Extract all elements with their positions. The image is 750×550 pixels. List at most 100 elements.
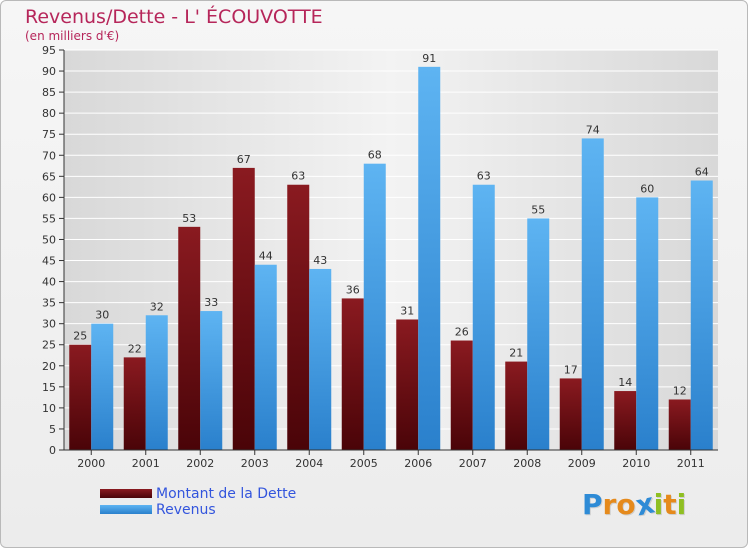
y-tick-label-40: 40 — [42, 276, 56, 289]
x-tick-label-2002: 2002 — [186, 457, 214, 470]
data-label-debt-2004: 63 — [291, 170, 305, 183]
data-label-revenus-2007: 63 — [477, 170, 491, 183]
data-label-debt-2002: 53 — [182, 212, 196, 225]
y-tick-label-25: 25 — [42, 339, 56, 352]
legend-swatch-debt — [100, 489, 152, 498]
y-tick-label-10: 10 — [42, 402, 56, 415]
x-tick-label-2005: 2005 — [350, 457, 378, 470]
data-label-debt-2010: 14 — [618, 376, 632, 389]
bar-debt-2003 — [232, 167, 255, 451]
data-label-revenus-2005: 68 — [368, 149, 382, 162]
x-tick-label-2001: 2001 — [132, 457, 160, 470]
y-tick-label-60: 60 — [42, 191, 56, 204]
data-label-revenus-2000: 30 — [95, 309, 109, 322]
y-axis-ticks: 0 5 10 15 20 25 30 35 40 45 50 55 60 65 70 75 80 85 90 95 — [42, 44, 64, 457]
data-label-debt-2005: 36 — [346, 283, 360, 296]
bar-debt-2004 — [287, 184, 310, 450]
bar-revenus-2011 — [690, 180, 713, 451]
bar-revenus-2005 — [363, 163, 386, 450]
legend-label-debt: Montant de la Dette — [156, 486, 297, 502]
plot-area — [64, 50, 718, 450]
x-tick-label-2008: 2008 — [513, 457, 541, 470]
plot-background — [64, 50, 718, 450]
logo-letter: i — [676, 488, 687, 521]
bar-revenus-2001 — [145, 315, 168, 450]
data-label-revenus-2001: 32 — [150, 300, 164, 313]
x-axis-ticks: 2000 2001 2002 2003 2004 2005 2006 2007 2008 2009… — [77, 450, 705, 470]
legend-swatch-revenus — [100, 505, 152, 514]
x-tick-label-2000: 2000 — [77, 457, 105, 470]
data-label-revenus-2010: 60 — [640, 182, 654, 195]
data-label-revenus-2004: 43 — [313, 254, 327, 267]
x-tick-label-2004: 2004 — [295, 457, 323, 470]
data-label-debt-2007: 26 — [455, 326, 469, 339]
bar-debt-2007 — [450, 340, 473, 450]
y-tick-label-80: 80 — [42, 107, 56, 120]
y-tick-label-65: 65 — [42, 170, 56, 183]
data-label-revenus-2003: 44 — [259, 250, 273, 263]
x-tick-label-2009: 2009 — [568, 457, 596, 470]
chart-title: Revenus/Dette - L' ÉCOUVOTTE — [25, 6, 323, 28]
x-tick-label-2007: 2007 — [459, 457, 487, 470]
x-tick-label-2010: 2010 — [622, 457, 650, 470]
y-tick-label-35: 35 — [42, 297, 56, 310]
data-labels: 25 30 22 32 53 33 67 44 63 43 36 68 31 91 26 63 21 55 17 74… — [73, 52, 709, 398]
x-tick-label-2003: 2003 — [241, 457, 269, 470]
bar-debt-2006 — [396, 319, 419, 450]
x-tick-label-2011: 2011 — [677, 457, 705, 470]
proxiti-logo: Proxiti — [582, 486, 687, 522]
bar-debt-2009 — [559, 378, 582, 450]
y-tick-label-85: 85 — [42, 86, 56, 99]
bar-revenus-2002 — [200, 311, 223, 450]
legend-item-revenus: Revenus — [100, 502, 296, 518]
data-label-debt-2008: 21 — [509, 347, 523, 360]
bar-debt-2010 — [614, 391, 637, 450]
y-tick-label-95: 95 — [42, 44, 56, 57]
chart-subtitle: (en milliers d'€) — [25, 29, 120, 43]
data-label-debt-2011: 12 — [673, 384, 687, 397]
bar-revenus-2007 — [472, 184, 495, 450]
y-tick-label-30: 30 — [42, 318, 56, 331]
bars-group — [69, 66, 713, 451]
logo-letter: P — [582, 488, 603, 521]
bar-revenus-2010 — [636, 197, 659, 450]
y-tick-label-20: 20 — [42, 360, 56, 373]
bar-debt-2001 — [123, 357, 146, 450]
data-label-debt-2006: 31 — [400, 304, 414, 317]
y-tick-label-70: 70 — [42, 149, 56, 162]
data-label-revenus-2002: 33 — [204, 296, 218, 309]
legend-label-revenus: Revenus — [156, 502, 216, 518]
logo-letter: r — [602, 488, 617, 521]
bar-debt-2011 — [668, 399, 691, 450]
bar-revenus-2008 — [527, 218, 550, 450]
bar-revenus-2000 — [91, 323, 114, 450]
y-tick-label-50: 50 — [42, 233, 56, 246]
data-label-debt-2009: 17 — [564, 363, 578, 376]
bar-revenus-2006 — [418, 66, 441, 450]
data-label-debt-2000: 25 — [73, 330, 87, 343]
data-label-revenus-2009: 74 — [586, 123, 600, 136]
logo-letter: o — [616, 488, 636, 521]
y-tick-label-5: 5 — [49, 423, 56, 436]
data-label-debt-2001: 22 — [128, 342, 142, 355]
legend: Montant de la Dette Revenus — [100, 486, 296, 518]
data-label-revenus-2006: 91 — [422, 52, 436, 65]
y-tick-label-0: 0 — [49, 444, 56, 457]
bar-revenus-2009 — [581, 138, 604, 450]
data-label-revenus-2008: 55 — [531, 203, 545, 216]
logo-letter: i — [653, 488, 664, 521]
x-tick-label-2006: 2006 — [404, 457, 432, 470]
y-tick-label-15: 15 — [42, 381, 56, 394]
bar-debt-2008 — [505, 361, 528, 450]
logo-letter: t — [663, 488, 677, 521]
y-tick-label-90: 90 — [42, 65, 56, 78]
data-label-debt-2003: 67 — [237, 153, 251, 166]
axes — [63, 50, 718, 451]
bar-revenus-2004 — [309, 268, 332, 450]
bar-debt-2002 — [178, 226, 201, 450]
bar-debt-2005 — [341, 298, 364, 450]
bar-revenus-2003 — [254, 264, 277, 450]
y-tick-label-55: 55 — [42, 212, 56, 225]
y-tick-label-45: 45 — [42, 255, 56, 268]
